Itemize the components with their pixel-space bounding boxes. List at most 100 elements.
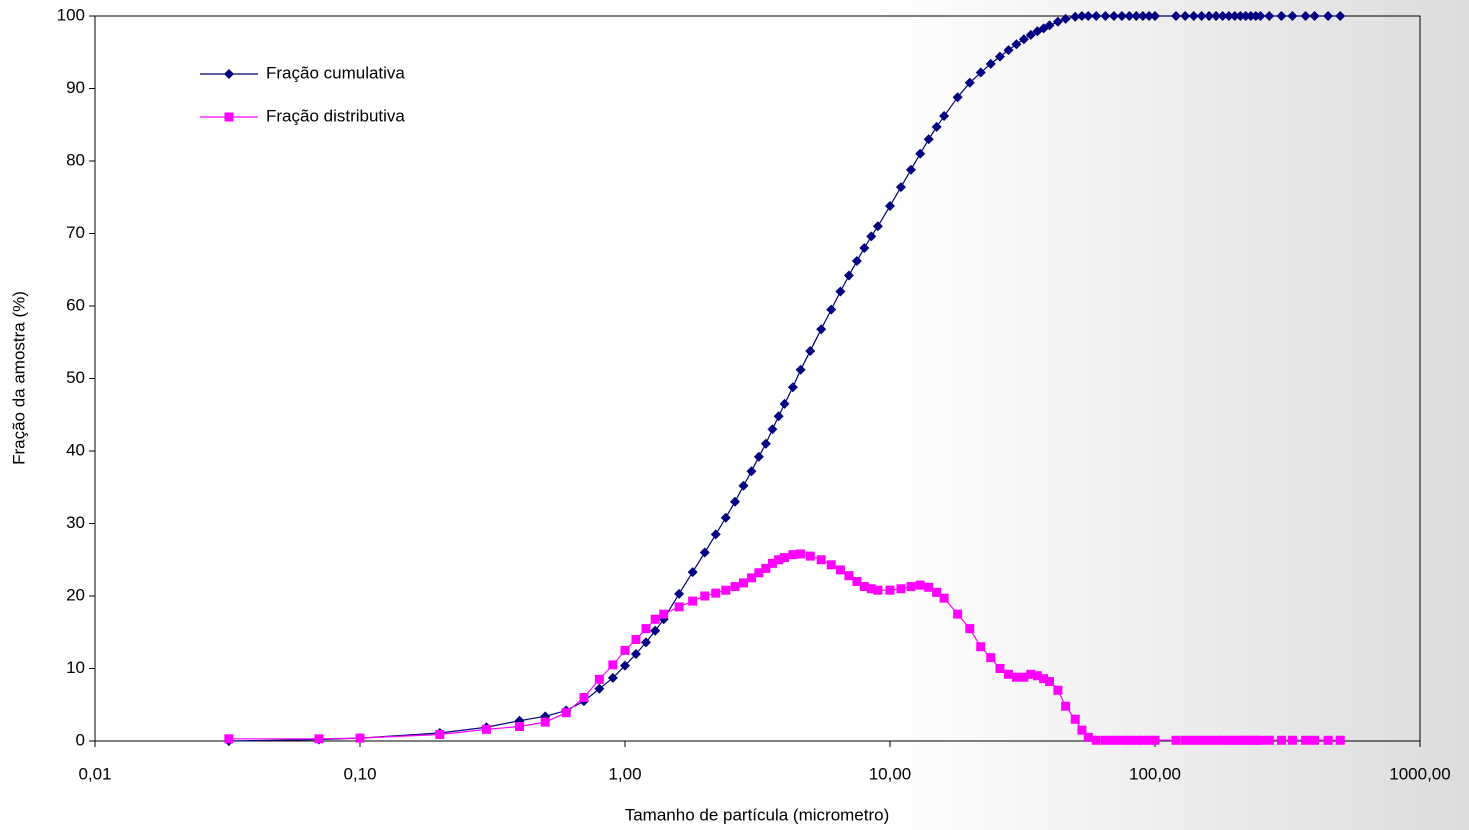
data-point xyxy=(738,480,749,491)
data-point xyxy=(805,551,815,561)
data-point xyxy=(1230,735,1240,745)
data-point xyxy=(779,398,790,409)
data-point xyxy=(674,588,685,599)
data-point xyxy=(1019,672,1029,682)
y-tick-label: 60 xyxy=(66,295,85,314)
data-point xyxy=(650,625,661,636)
data-point xyxy=(931,121,942,132)
data-point xyxy=(866,584,876,594)
data-point xyxy=(873,585,883,595)
data-point xyxy=(1217,11,1228,21)
data-point xyxy=(1003,669,1013,679)
legend-marker xyxy=(224,112,234,122)
data-point xyxy=(1070,11,1081,22)
legend-marker xyxy=(224,69,234,79)
data-point xyxy=(640,637,651,648)
data-point xyxy=(1100,735,1110,745)
data-point xyxy=(805,345,816,356)
data-point xyxy=(826,560,836,570)
data-point xyxy=(688,596,698,606)
data-point xyxy=(1070,714,1080,724)
data-point xyxy=(1229,11,1240,21)
data-point xyxy=(1026,669,1036,679)
data-point xyxy=(1011,672,1021,682)
data-point xyxy=(885,585,895,595)
data-point xyxy=(687,567,698,578)
x-tick-label: 0,10 xyxy=(343,764,376,783)
data-point xyxy=(859,582,869,592)
data-point xyxy=(1100,11,1111,21)
data-point xyxy=(1255,735,1265,745)
data-point xyxy=(774,555,784,565)
data-point xyxy=(1189,735,1199,745)
data-point xyxy=(1171,735,1181,745)
data-point xyxy=(986,653,996,663)
data-point xyxy=(1335,735,1345,745)
data-point xyxy=(579,693,589,702)
data-point xyxy=(852,577,862,586)
x-tick-label: 1,00 xyxy=(608,764,641,783)
data-point xyxy=(952,92,963,103)
data-point xyxy=(594,683,605,694)
data-point xyxy=(964,77,975,88)
data-point xyxy=(1204,11,1215,21)
data-point xyxy=(885,200,895,211)
legend-label: Fração distributiva xyxy=(266,106,405,125)
data-point xyxy=(1180,11,1191,21)
y-tick-label: 30 xyxy=(66,513,85,532)
data-point xyxy=(1240,11,1251,21)
data-point xyxy=(1251,735,1261,745)
data-point xyxy=(1144,735,1154,745)
data-point xyxy=(1077,725,1087,735)
data-point xyxy=(895,182,906,193)
data-point xyxy=(1032,671,1042,681)
data-point xyxy=(939,111,950,122)
data-point xyxy=(1003,45,1014,56)
data-point xyxy=(1060,13,1071,24)
data-point xyxy=(1255,11,1266,21)
data-point xyxy=(1124,11,1135,21)
x-tick-label: 100,00 xyxy=(1129,764,1181,783)
data-point xyxy=(721,585,731,595)
data-point xyxy=(1197,735,1207,745)
data-point xyxy=(1025,29,1036,40)
data-point xyxy=(939,593,949,603)
data-point xyxy=(905,164,916,175)
y-tick-label: 10 xyxy=(66,658,85,677)
y-tick-label: 0 xyxy=(76,730,85,749)
data-point xyxy=(730,582,740,592)
data-point xyxy=(767,558,777,568)
data-point xyxy=(787,382,798,393)
data-point xyxy=(1108,11,1119,21)
data-point xyxy=(1301,735,1311,745)
data-point xyxy=(659,609,669,619)
data-point xyxy=(1264,735,1274,745)
data-point xyxy=(826,304,837,315)
data-point xyxy=(985,58,996,69)
data-point xyxy=(641,624,651,634)
data-point xyxy=(965,624,975,634)
y-tick-label: 40 xyxy=(66,440,85,459)
data-point xyxy=(1235,11,1246,21)
data-point xyxy=(1018,34,1029,45)
data-point xyxy=(481,724,491,734)
data-point xyxy=(1264,11,1275,21)
data-point xyxy=(788,550,798,560)
data-point xyxy=(1131,735,1141,745)
data-point xyxy=(738,578,748,588)
data-point xyxy=(906,582,916,592)
data-point xyxy=(872,221,883,232)
data-point xyxy=(650,614,660,624)
data-point xyxy=(1309,11,1320,21)
data-point xyxy=(816,324,827,335)
data-point xyxy=(835,565,845,575)
data-point xyxy=(844,571,854,581)
data-point xyxy=(630,649,641,659)
y-tick-label: 50 xyxy=(66,368,85,387)
data-point xyxy=(975,67,986,78)
data-point xyxy=(746,466,757,477)
data-point xyxy=(1211,11,1222,21)
legend-label: Fração cumulativa xyxy=(266,63,405,82)
data-point xyxy=(515,722,525,731)
